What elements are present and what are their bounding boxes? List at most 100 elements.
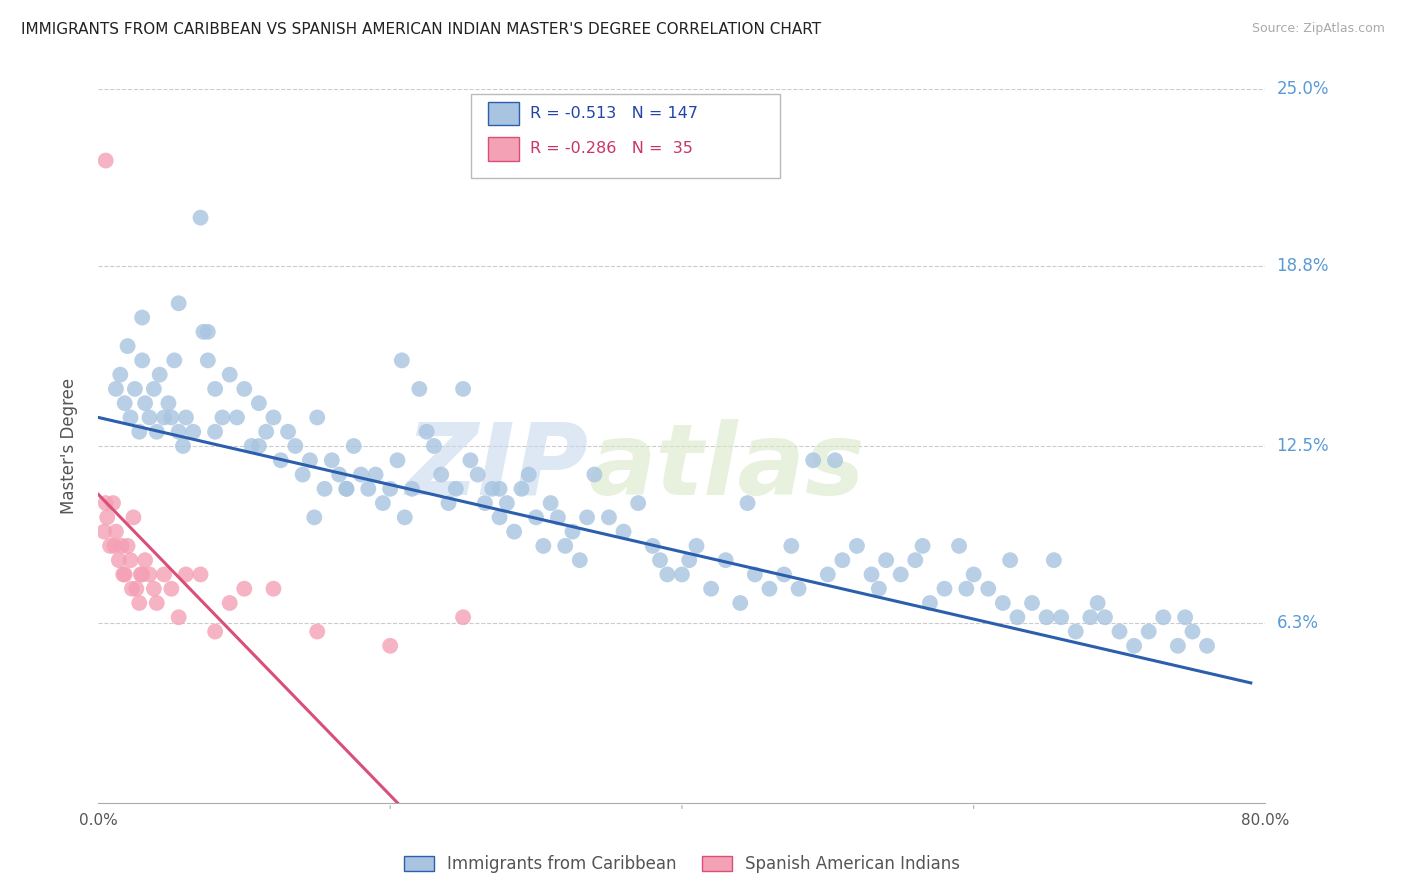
Point (1197, 639, 1219, 653)
Point (657, 567, 679, 582)
Point (1035, 610, 1057, 624)
Point (114, 396, 136, 410)
Point (437, 496, 460, 510)
Point (93, 524, 115, 539)
Point (540, 496, 562, 510)
Point (153, 410, 176, 425)
Point (977, 582, 1000, 596)
Point (1087, 596, 1109, 610)
Point (167, 610, 190, 624)
Point (817, 567, 839, 582)
Point (780, 539, 803, 553)
Point (160, 410, 183, 425)
Point (104, 524, 127, 539)
Point (648, 553, 671, 567)
Point (131, 567, 153, 582)
Point (138, 410, 160, 425)
Point (875, 553, 897, 567)
Point (860, 567, 883, 582)
Point (181, 425, 204, 439)
Point (824, 453, 846, 467)
Y-axis label: Master's Degree: Master's Degree (59, 378, 77, 514)
Point (197, 353, 219, 368)
Point (415, 425, 437, 439)
Point (998, 553, 1021, 567)
Point (321, 453, 343, 467)
Point (460, 453, 482, 467)
Text: 25.0%: 25.0% (1277, 80, 1329, 98)
Point (394, 510, 416, 524)
Point (1007, 610, 1029, 624)
Point (1123, 639, 1146, 653)
Point (547, 510, 569, 524)
Point (328, 467, 350, 482)
Point (146, 425, 169, 439)
Point (138, 567, 160, 582)
Point (117, 339, 139, 353)
Point (134, 396, 156, 410)
Point (890, 567, 912, 582)
Point (96, 510, 118, 524)
Point (481, 482, 503, 496)
Point (218, 368, 240, 382)
Point (343, 439, 366, 453)
Point (174, 410, 197, 425)
Point (94, 496, 117, 510)
Point (787, 582, 810, 596)
Point (167, 296, 190, 310)
Point (211, 410, 233, 425)
Point (167, 425, 190, 439)
Point (671, 567, 693, 582)
Point (94, 153, 117, 168)
Point (685, 539, 707, 553)
Point (149, 368, 172, 382)
Point (737, 496, 759, 510)
Point (263, 582, 285, 596)
Point (1050, 610, 1073, 624)
Point (163, 353, 186, 368)
Point (101, 496, 124, 510)
Point (868, 582, 890, 596)
Point (1167, 639, 1189, 653)
Text: R = -0.513   N = 147: R = -0.513 N = 147 (530, 106, 697, 120)
Point (247, 439, 270, 453)
Point (744, 567, 766, 582)
Point (120, 553, 142, 567)
Point (503, 524, 526, 539)
Point (391, 353, 413, 368)
Point (142, 582, 165, 596)
Point (488, 510, 510, 524)
Point (335, 482, 357, 496)
Point (1152, 610, 1174, 624)
Point (128, 425, 150, 439)
Point (128, 596, 150, 610)
Point (190, 567, 212, 582)
Point (357, 482, 380, 496)
Point (350, 467, 373, 482)
Point (401, 482, 423, 496)
Point (197, 325, 219, 339)
Point (108, 553, 131, 567)
Point (190, 211, 212, 225)
Point (134, 553, 156, 567)
Point (948, 539, 970, 553)
Point (121, 582, 143, 596)
Point (613, 524, 636, 539)
Point (335, 482, 357, 496)
Point (641, 539, 664, 553)
Point (467, 467, 489, 482)
Point (124, 382, 146, 396)
Point (122, 510, 145, 524)
Point (120, 410, 142, 425)
Point (934, 582, 956, 596)
Point (204, 382, 226, 396)
Point (801, 453, 824, 467)
Point (700, 582, 723, 596)
Point (496, 496, 519, 510)
Point (1064, 624, 1087, 639)
Point (773, 567, 796, 582)
Point (1137, 624, 1160, 639)
Point (111, 539, 134, 553)
Point (193, 325, 215, 339)
Point (142, 382, 165, 396)
